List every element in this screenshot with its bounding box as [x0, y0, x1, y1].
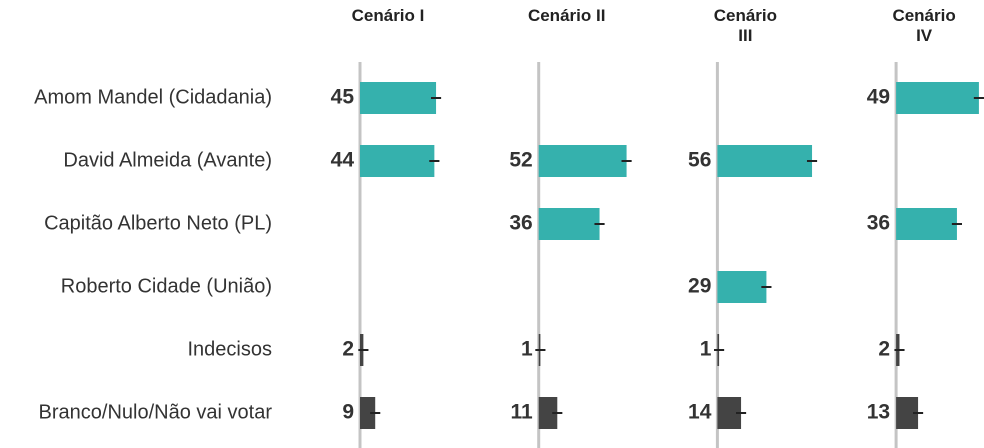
category-label: Branco/Nulo/Não vai votar — [39, 401, 273, 423]
value-label: 1 — [700, 338, 712, 361]
value-label: 56 — [688, 149, 711, 172]
bar — [538, 145, 627, 177]
value-label: 45 — [331, 86, 355, 109]
value-label: 2 — [342, 338, 354, 361]
bar — [538, 208, 600, 240]
bar — [360, 397, 376, 429]
bar — [538, 397, 558, 429]
value-label: 1 — [521, 338, 533, 361]
panel-title: Cenário IV — [892, 6, 956, 45]
category-label: Indecisos — [188, 338, 273, 360]
panel-title: Cenário I — [351, 6, 425, 25]
value-label: 52 — [509, 149, 532, 172]
value-label: 2 — [878, 338, 890, 361]
bar — [717, 271, 767, 303]
bar — [360, 82, 437, 114]
bar — [717, 397, 742, 429]
value-label: 36 — [509, 212, 532, 235]
bar — [896, 82, 979, 114]
bar — [717, 145, 813, 177]
value-label: 9 — [342, 401, 354, 424]
value-label: 44 — [331, 149, 355, 172]
category-label: Capitão Alberto Neto (PL) — [44, 212, 272, 234]
value-label: 13 — [867, 401, 890, 424]
bar — [896, 208, 957, 240]
value-label: 14 — [688, 401, 712, 424]
bar — [360, 145, 435, 177]
bar — [896, 397, 919, 429]
value-label: 11 — [510, 401, 533, 424]
category-label: Amom Mandel (Cidadania) — [34, 86, 272, 108]
category-label: Roberto Cidade (União) — [61, 275, 272, 297]
value-label: 49 — [867, 86, 890, 109]
panel-title: Cenário III — [713, 6, 778, 45]
category-label: David Almeida (Avante) — [63, 149, 272, 171]
value-label: 29 — [688, 275, 711, 298]
panel-title: Cenário II — [527, 6, 606, 25]
value-label: 36 — [867, 212, 890, 235]
